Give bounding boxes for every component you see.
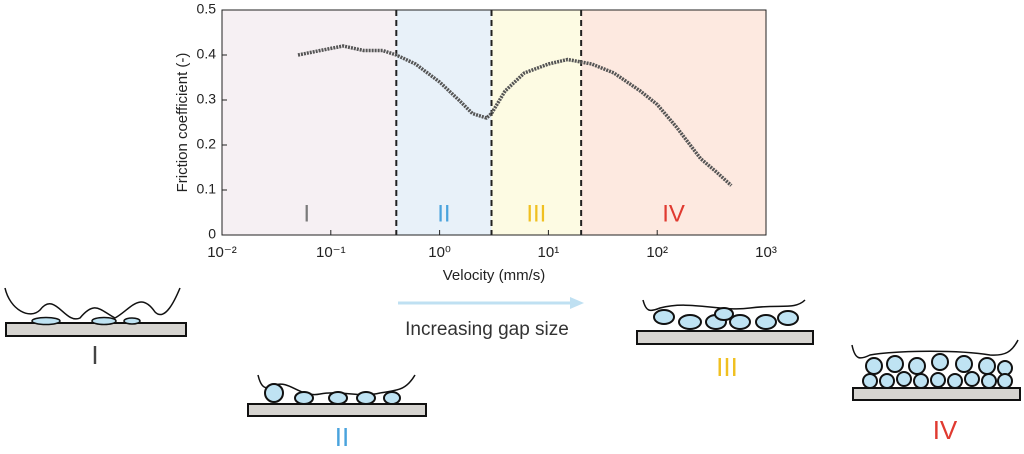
region	[222, 10, 397, 235]
arrow-label: Increasing gap size	[405, 319, 569, 340]
schematic-3: III	[636, 299, 814, 382]
y-tick-label: 0.4	[197, 46, 217, 62]
x-tick-label: 10⁰	[428, 244, 451, 261]
region	[581, 10, 766, 235]
schematic-1: I	[4, 287, 187, 370]
x-tick-label: 10²	[646, 244, 668, 261]
region	[491, 10, 582, 235]
schematic-label: I	[91, 340, 98, 370]
schematic-label: II	[335, 422, 349, 452]
y-axis-label: Friction coefficient (-)	[174, 53, 191, 193]
x-tick-label: 10⁻¹	[316, 244, 346, 261]
region-label: I	[303, 200, 310, 227]
y-tick-label: 0.3	[197, 91, 217, 107]
region-label: IV	[662, 200, 685, 227]
region	[396, 10, 492, 235]
y-tick-label: 0	[208, 226, 216, 242]
schematic-2: II	[247, 374, 427, 452]
schematic-label: IV	[933, 415, 958, 445]
plot-frame	[221, 9, 767, 236]
y-tick-label: 0.1	[197, 181, 217, 197]
arrow: Increasing gap size	[398, 297, 584, 340]
region-label: II	[437, 200, 450, 227]
x-tick-label: 10⁻²	[207, 244, 237, 261]
x-tick-label: 10³	[755, 244, 777, 261]
region-label: III	[526, 200, 546, 227]
y-tick-label: 0.2	[197, 136, 217, 152]
data-line	[297, 44, 733, 187]
x-axis-label: Velocity (mm/s)	[443, 267, 546, 284]
schematic-4: IV	[851, 339, 1021, 445]
y-tick-label: 0.5	[197, 1, 217, 17]
schematic-label: III	[716, 352, 738, 382]
x-tick-label: 10¹	[538, 244, 560, 261]
